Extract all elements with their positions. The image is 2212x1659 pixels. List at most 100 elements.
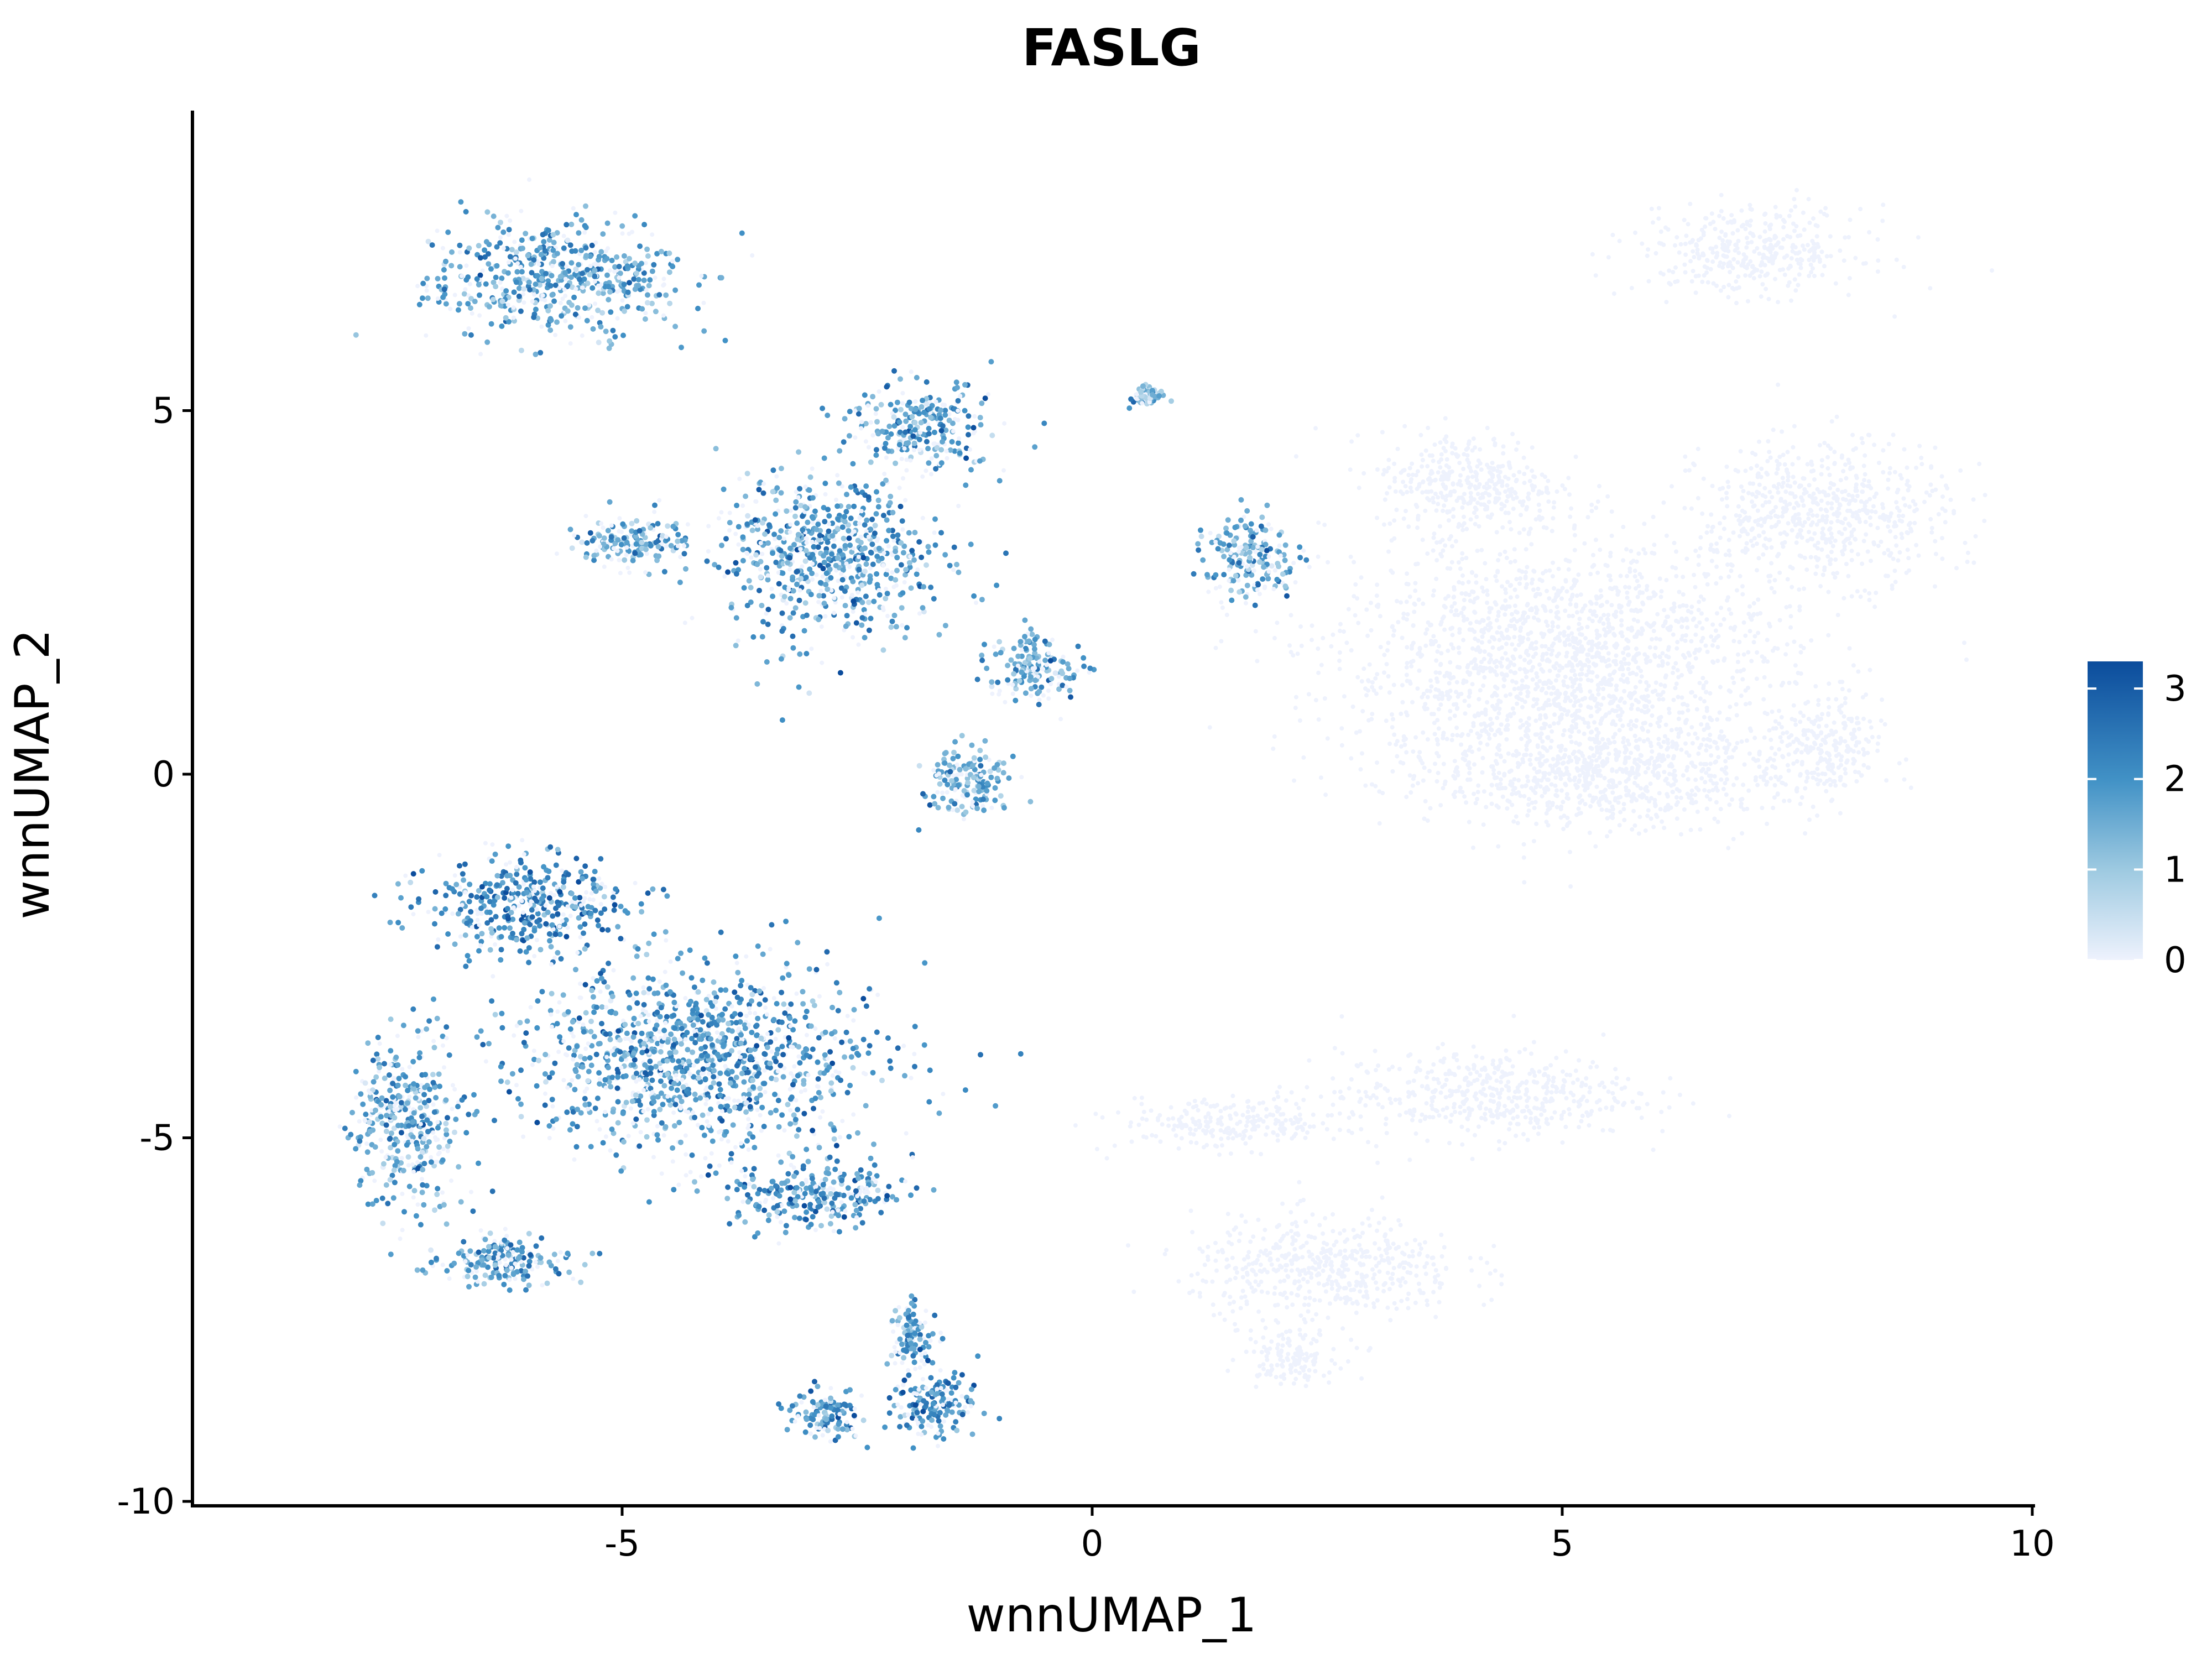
scatter-point <box>882 472 887 476</box>
scatter-point <box>785 560 791 566</box>
scatter-point <box>421 1161 427 1167</box>
scatter-point <box>388 1016 394 1022</box>
scatter-point <box>523 1287 529 1293</box>
scatter-point <box>958 394 963 399</box>
scatter-point <box>687 947 693 953</box>
scatter-point <box>921 1042 927 1048</box>
scatter-point <box>856 566 862 572</box>
scatter-point <box>372 1178 377 1183</box>
scatter-point <box>926 406 932 412</box>
scatter-point <box>951 567 956 572</box>
scatter-point <box>979 400 985 406</box>
scatter-point <box>969 1404 973 1408</box>
scatter-point <box>518 347 524 353</box>
scatter-point <box>877 592 883 598</box>
scatter-point <box>691 984 697 990</box>
scatter-point <box>1036 702 1042 707</box>
scatter-point <box>755 1108 760 1113</box>
scatter-point <box>466 326 471 331</box>
scatter-point <box>743 1174 748 1178</box>
scatter-point <box>971 800 975 805</box>
scatter-point <box>452 293 457 298</box>
scatter-point <box>971 425 977 431</box>
scatter-point <box>808 592 814 597</box>
scatter-point <box>863 593 869 599</box>
scatter-point <box>810 495 816 501</box>
scatter-point <box>597 876 602 881</box>
scatter-point <box>375 1056 381 1062</box>
scatter-point <box>885 435 891 441</box>
scatter-point <box>632 286 638 292</box>
scatter-point <box>487 887 493 893</box>
scatter-point <box>893 1308 899 1314</box>
scatter-point <box>736 1212 742 1218</box>
scatter-point <box>499 1010 505 1016</box>
scatter-point <box>701 328 707 334</box>
scatter-point <box>545 307 551 314</box>
scatter-point <box>721 1042 727 1047</box>
scatter-point <box>641 222 648 228</box>
scatter-point <box>787 545 793 551</box>
scatter-point <box>564 264 569 269</box>
scatter-point <box>642 1070 648 1076</box>
scatter-point <box>719 1137 724 1142</box>
scatter-point <box>383 1155 388 1160</box>
scatter-point <box>592 869 598 874</box>
scatter-point <box>771 1196 776 1201</box>
scatter-point <box>692 1114 698 1120</box>
scatter-point <box>1243 545 1249 551</box>
scatter-point <box>575 1107 581 1113</box>
scatter-point <box>390 1195 397 1201</box>
scatter-point <box>813 526 820 533</box>
scatter-point <box>664 893 670 899</box>
scatter-point <box>563 276 568 281</box>
scatter-point <box>643 260 648 265</box>
scatter-point <box>529 899 534 904</box>
scatter-point <box>901 1355 907 1361</box>
scatter-point <box>431 1039 436 1044</box>
scatter-point <box>486 1244 492 1250</box>
scatter-point <box>784 961 790 967</box>
scatter-point <box>596 533 602 539</box>
scatter-point <box>855 1052 862 1058</box>
scatter-point <box>489 858 495 864</box>
scatter-point <box>814 572 819 577</box>
scatter-point <box>992 785 998 791</box>
scatter-point <box>643 546 649 552</box>
scatter-point <box>713 1170 719 1176</box>
scatter-point <box>453 1117 459 1123</box>
scatter-point <box>914 1410 920 1416</box>
scatter-point <box>906 1372 912 1378</box>
scatter-point <box>514 865 519 869</box>
scatter-point <box>353 1146 359 1152</box>
scatter-point <box>815 544 821 550</box>
scatter-point <box>387 1177 393 1183</box>
scatter-point <box>1228 587 1234 593</box>
scatter-point <box>865 599 872 606</box>
scatter-point <box>583 1010 589 1016</box>
scatter-point <box>391 1167 397 1173</box>
scatter-point <box>708 1084 714 1091</box>
scatter-point <box>1277 543 1282 548</box>
scatter-point <box>602 564 607 569</box>
scatter-point <box>670 524 676 529</box>
scatter-point <box>521 920 528 926</box>
scatter-point <box>577 276 583 283</box>
scatter-point <box>800 1163 806 1169</box>
scatter-point <box>567 1127 573 1133</box>
scatter-point <box>868 549 874 555</box>
scatter-point <box>818 1223 824 1229</box>
scatter-point <box>690 1022 696 1028</box>
scatter-point <box>394 1159 400 1165</box>
scatter-point <box>664 1058 670 1064</box>
scatter-point <box>759 634 765 640</box>
scatter-point <box>498 933 504 940</box>
scatter-point <box>932 516 938 522</box>
scatter-point <box>779 1112 785 1118</box>
scatter-point <box>776 1193 782 1199</box>
scatter-point <box>843 623 849 629</box>
scatter-point <box>790 645 796 651</box>
scatter-point <box>494 244 500 250</box>
scatter-point <box>750 253 755 258</box>
scatter-point <box>474 276 480 282</box>
